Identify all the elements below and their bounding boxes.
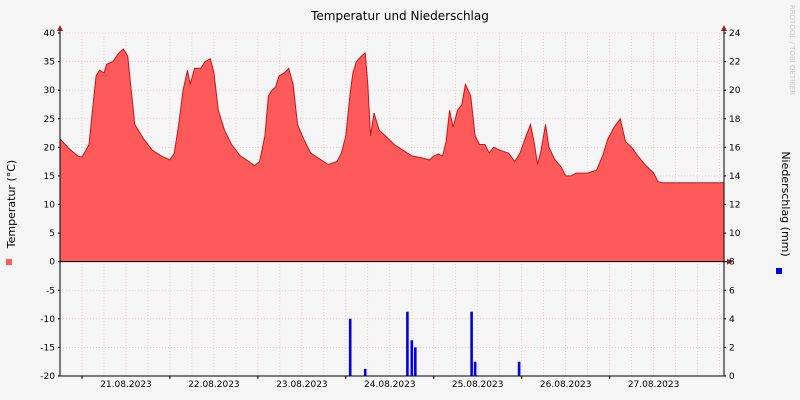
left-tick-label: 25 — [44, 115, 55, 125]
left-tick-label: 5 — [49, 229, 55, 239]
left-tick-label: -20 — [40, 372, 55, 382]
temperature-area-layer — [59, 48, 724, 262]
right-axis-arrow — [721, 25, 727, 31]
left-tick-labels: 40 35 30 25 20 15 10 5 0 -5 -10 -15 -20 — [40, 29, 60, 382]
left-axis-arrow — [57, 25, 63, 31]
left-tick-label: 10 — [44, 201, 56, 211]
watermark-text: RRDTOOL / TOBI OETIKER — [788, 5, 796, 95]
right-tick-label: 4 — [729, 315, 735, 325]
left-tick-label: 35 — [44, 58, 55, 68]
precipitation-bar — [348, 318, 352, 376]
temperature-area — [60, 49, 724, 262]
right-axis-label: Niederschlag (mm) — [779, 151, 792, 256]
right-tick-label: 0 — [729, 372, 735, 382]
left-tick-label: 30 — [44, 86, 56, 96]
right-tick-label: 8 — [729, 258, 735, 268]
temperature-line — [59, 48, 724, 184]
left-tick-label: -5 — [46, 286, 55, 296]
right-tick-label: 14 — [729, 172, 741, 182]
precipitation-bar — [363, 368, 367, 376]
right-tick-label: 12 — [729, 201, 740, 211]
left-tick-label: -15 — [40, 343, 55, 353]
right-tick-label: 22 — [729, 58, 740, 68]
right-tick-label: 6 — [729, 286, 735, 296]
precipitation-bar — [517, 361, 521, 376]
x-tick-label: 25.08.2023 — [452, 380, 504, 390]
right-tick-label: 2 — [729, 343, 735, 353]
precipitation-bars-layer — [348, 311, 521, 376]
axes — [57, 25, 733, 377]
precipitation-bar — [470, 311, 473, 376]
precipitation-bar — [473, 361, 477, 376]
left-axis-label: Temperatur (°C) — [5, 160, 18, 249]
x-tick-label: 21.08.2023 — [100, 380, 152, 390]
x-tick-label: 22.08.2023 — [188, 380, 240, 390]
left-tick-label: 20 — [44, 143, 56, 153]
legend-swatch-temperature — [6, 259, 12, 265]
left-tick-label: 40 — [44, 29, 56, 39]
x-tick-label: 26.08.2023 — [540, 380, 592, 390]
chart-title: Temperatur und Niederschlag — [310, 9, 489, 23]
x-tick-label: 23.08.2023 — [276, 380, 328, 390]
precipitation-bar — [406, 311, 409, 376]
left-tick-label: -10 — [40, 315, 55, 325]
right-tick-label: 16 — [729, 143, 741, 153]
x-tick-label: 27.08.2023 — [628, 380, 680, 390]
right-tick-label: 10 — [729, 229, 741, 239]
left-tick-label: 0 — [49, 258, 55, 268]
precipitation-bar — [410, 340, 414, 376]
left-tick-label: 15 — [44, 172, 55, 182]
x-axis-arrow — [727, 258, 733, 265]
right-tick-label: 20 — [729, 86, 741, 96]
legend-swatch-precipitation — [776, 268, 782, 274]
precipitation-bar — [414, 347, 417, 376]
x-tick-label: 24.08.2023 — [364, 380, 416, 390]
x-tick-labels: 21.08.2023 22.08.2023 23.08.2023 24.08.2023… — [81, 376, 680, 390]
right-tick-label: 18 — [729, 115, 741, 125]
right-tick-label: 24 — [729, 29, 741, 39]
